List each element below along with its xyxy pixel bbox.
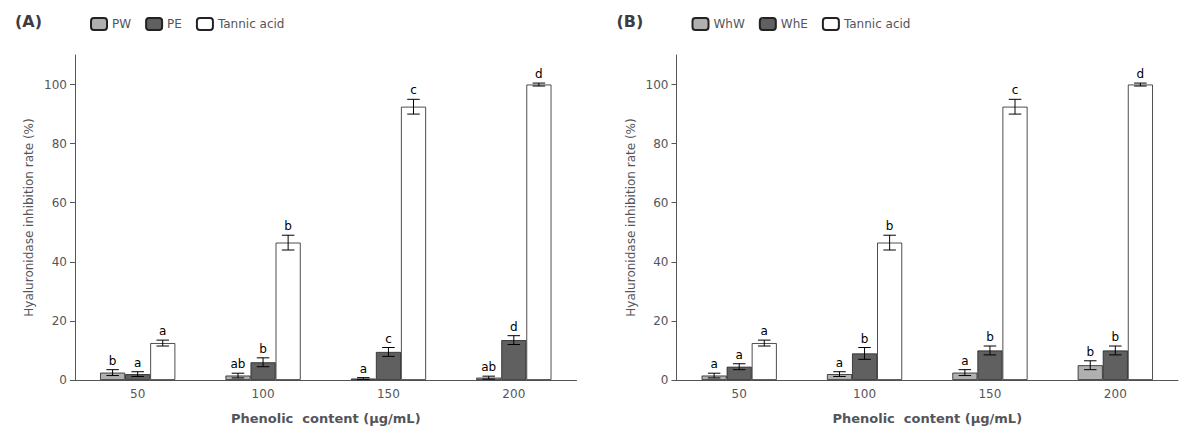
svg-text:d: d [510,320,518,334]
svg-text:100: 100 [646,78,669,92]
svg-text:d: d [535,67,543,81]
svg-text:c: c [385,332,392,346]
svg-text:150: 150 [978,387,1001,401]
svg-text:Hyaluronidase inhibition rate: Hyaluronidase inhibition rate (%) [22,118,36,316]
svg-text:Hyaluronidase inhibition rate: Hyaluronidase inhibition rate (%) [624,118,638,316]
svg-text:(A): (A) [15,12,42,31]
svg-text:a: a [710,357,717,371]
svg-text:Phenolic content (μg/mL): Phenolic content (μg/mL) [832,411,1022,426]
svg-text:c: c [410,83,417,97]
svg-text:d: d [1137,67,1145,81]
svg-text:Tannic acid: Tannic acid [217,17,285,31]
svg-text:b: b [861,332,869,346]
svg-text:a: a [836,356,843,370]
svg-text:200: 200 [502,387,525,401]
svg-text:40: 40 [52,255,67,269]
svg-text:b: b [109,354,117,368]
svg-text:100: 100 [44,78,67,92]
svg-text:b: b [1086,345,1094,359]
svg-text:200: 200 [1104,387,1127,401]
svg-text:50: 50 [130,387,145,401]
svg-text:a: a [134,356,141,370]
svg-text:60: 60 [653,196,668,210]
svg-text:b: b [886,219,894,233]
svg-text:ab: ab [230,357,245,371]
svg-text:50: 50 [732,387,747,401]
svg-text:a: a [761,324,768,338]
svg-text:80: 80 [52,137,67,151]
svg-text:WhE: WhE [781,17,808,31]
svg-text:WhW: WhW [714,17,745,31]
svg-text:PW: PW [112,17,131,31]
svg-text:c: c [1012,83,1019,97]
svg-text:20: 20 [52,314,67,328]
svg-text:b: b [284,219,292,233]
svg-text:Phenolic content (μg/mL): Phenolic content (μg/mL) [231,411,421,426]
svg-text:60: 60 [52,196,67,210]
svg-text:PE: PE [167,17,182,31]
svg-text:a: a [159,324,166,338]
svg-text:Tannic acid: Tannic acid [843,17,911,31]
svg-text:a: a [961,354,968,368]
svg-text:20: 20 [653,314,668,328]
svg-text:0: 0 [661,373,669,387]
svg-text:(B): (B) [617,12,644,31]
svg-text:b: b [259,342,267,356]
svg-text:100: 100 [252,387,275,401]
svg-text:0: 0 [59,373,67,387]
svg-text:ab: ab [481,360,496,374]
svg-text:150: 150 [377,387,400,401]
svg-text:100: 100 [853,387,876,401]
svg-text:80: 80 [653,137,668,151]
svg-text:b: b [986,330,994,344]
svg-text:40: 40 [653,255,668,269]
svg-text:a: a [360,362,367,376]
svg-text:a: a [736,348,743,362]
svg-text:b: b [1112,330,1120,344]
